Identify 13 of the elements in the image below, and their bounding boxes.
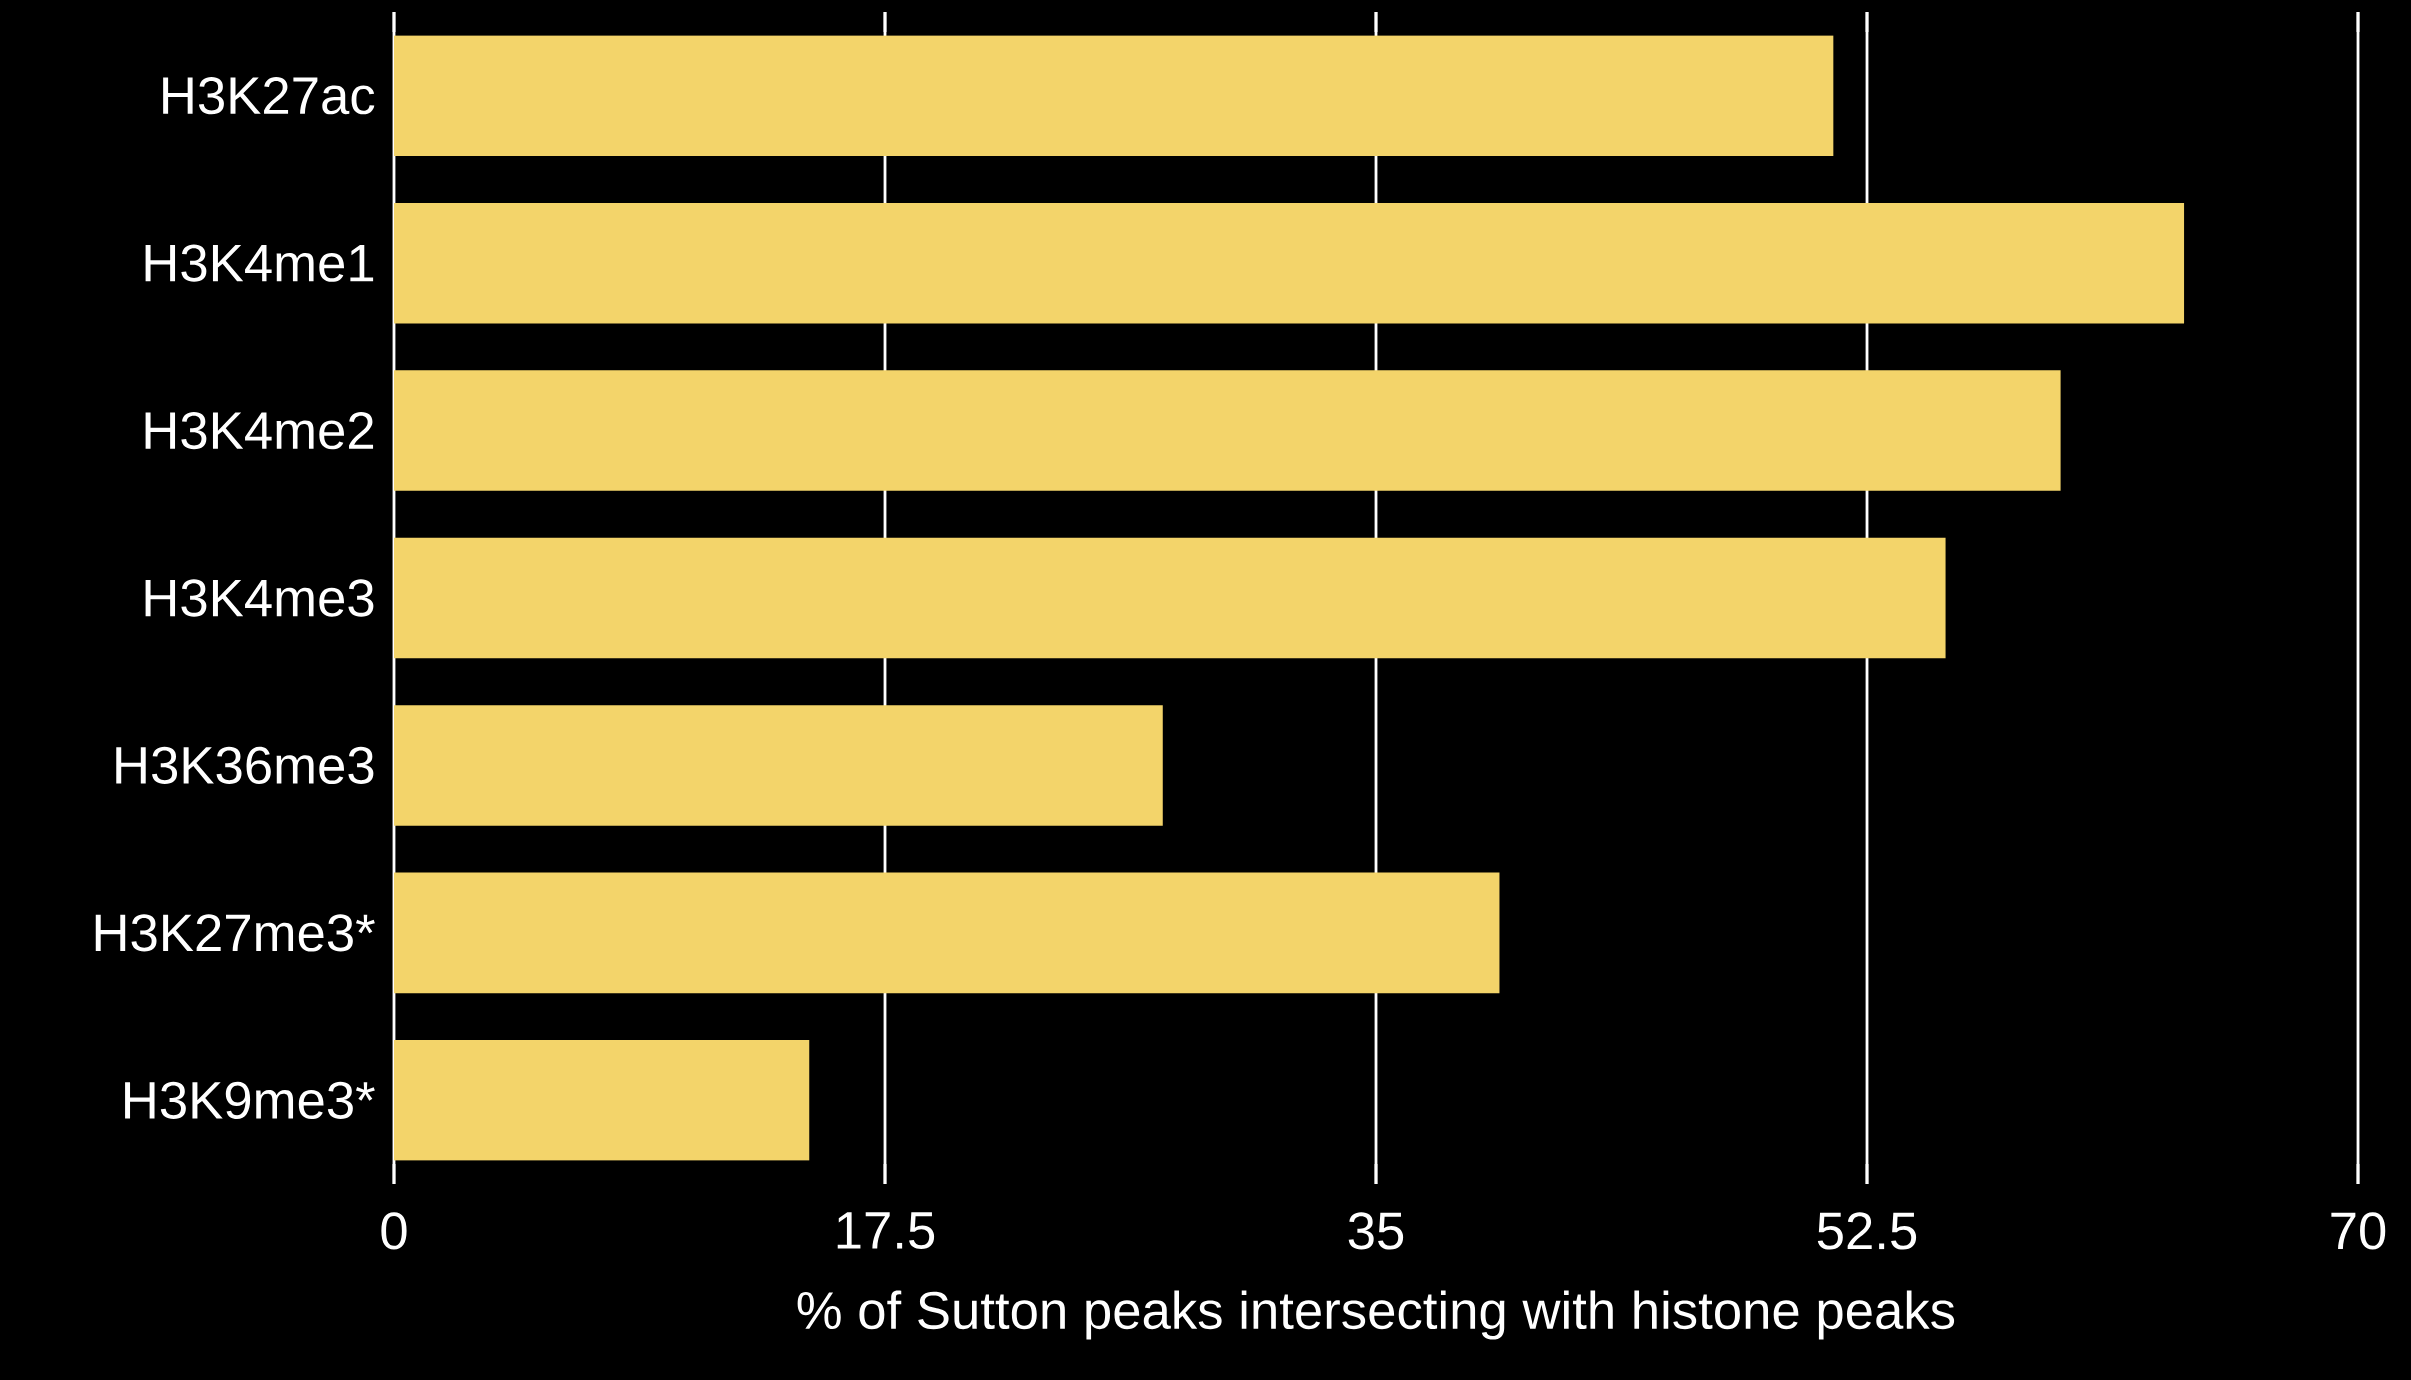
x-tick-label: 70 [2331, 1212, 2386, 1250]
x-tick-label: 17.5 [837, 1212, 935, 1250]
y-tick-label: H3K27me3* [95, 914, 375, 952]
x-tick-label: 0 [381, 1212, 407, 1250]
x-tick-label: 35 [1348, 1212, 1404, 1250]
y-tick-label: H3K4me1 [145, 244, 374, 282]
x-axis-title: % of Sutton peaks intersecting with histone peaks [797, 1290, 1955, 1340]
y-tick-label: H3K36me3 [116, 746, 374, 785]
y-tick-label: H3K4me2 [145, 411, 374, 450]
y-tick-label: H3K27ac [163, 77, 375, 115]
y-tick-label: H3K9me3* [125, 1081, 375, 1119]
y-tick-label: H3K4me3 [145, 579, 374, 617]
x-tick-label: 52.5 [1817, 1212, 1917, 1250]
